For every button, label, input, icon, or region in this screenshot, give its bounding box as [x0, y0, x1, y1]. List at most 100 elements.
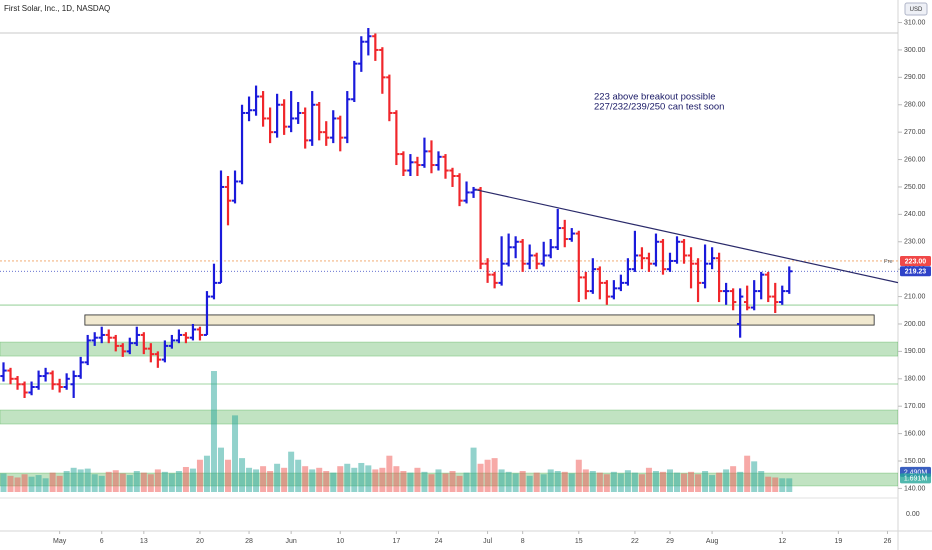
volume-bar: [730, 466, 737, 492]
y-tick-label: 190.00: [904, 348, 926, 355]
volume-bar: [407, 472, 414, 492]
volume-bar: [765, 476, 772, 492]
x-tick-label: 24: [435, 538, 443, 545]
lower-pane-tick-label: 0.00: [906, 511, 920, 518]
plot: [0, 28, 898, 492]
volume-bar: [631, 472, 638, 492]
volume-bar: [659, 471, 666, 492]
y-tick-label: 240.00: [904, 211, 926, 218]
volume-bar: [645, 467, 652, 492]
volume-bar: [63, 471, 70, 492]
volume-bar: [267, 471, 274, 492]
volume-bar: [688, 471, 695, 492]
volume-bar: [189, 468, 196, 492]
x-tick-label: Jul: [483, 538, 492, 545]
volume-bar: [386, 455, 393, 492]
volume-bar: [105, 471, 112, 492]
volume-bar: [554, 471, 561, 492]
volume-bar: [638, 474, 645, 492]
x-tick-label: 26: [884, 538, 892, 545]
volume-bar: [547, 469, 554, 492]
volume-bar: [674, 472, 681, 492]
volume-bar: [260, 466, 267, 492]
currency: USD: [910, 7, 923, 13]
volume-bar: [56, 475, 63, 492]
volume-bar: [519, 471, 526, 492]
volume-bar: [379, 467, 386, 492]
volume-bar: [709, 475, 716, 492]
volume-bar: [512, 473, 519, 492]
volume-bar: [7, 475, 14, 492]
volume-bar: [168, 473, 175, 492]
volume-bar: [154, 469, 161, 492]
y-tick-label: 250.00: [904, 184, 926, 191]
volume-bar: [737, 471, 744, 492]
volume-bar: [91, 474, 98, 492]
volume-bar: [540, 474, 547, 492]
volume-bar: [49, 472, 56, 492]
volume-bar: [126, 475, 133, 492]
volume-bar: [70, 467, 77, 492]
y-tick-label: 160.00: [904, 430, 926, 437]
volume-bar: [575, 459, 582, 492]
volume-bar: [161, 471, 168, 492]
volume-bar: [681, 473, 688, 492]
volume-bar: [603, 474, 610, 492]
last-price-tag: 219.23: [905, 269, 927, 276]
premarket-tag-bg: [900, 255, 931, 266]
volume-bar: [351, 467, 358, 492]
volume-bar: [14, 477, 21, 492]
annotation: 227/232/239/250 can test soon: [594, 102, 724, 113]
volume-bar: [288, 451, 295, 492]
volume-bar: [232, 415, 239, 492]
x-tick-label: 29: [666, 538, 674, 545]
x-tick-label: 20: [196, 538, 204, 545]
x-tick-label: 10: [336, 538, 344, 545]
volume-bar: [281, 467, 288, 492]
volume-bar: [498, 469, 505, 492]
x-tick-label: Aug: [706, 538, 719, 545]
volume-bar: [477, 463, 484, 492]
volume-bar: [470, 447, 477, 492]
volume-bar: [112, 470, 119, 492]
volume-bar: [589, 471, 596, 492]
volume-bar: [302, 466, 309, 492]
y-tick-label: 260.00: [904, 156, 926, 163]
support-zone: [0, 409, 898, 425]
volume-bar: [239, 458, 246, 492]
volume-bar: [568, 473, 575, 492]
volume-bar: [98, 475, 105, 492]
axes: 140.00150.00160.00170.00180.00190.00200.…: [53, 19, 931, 545]
volume-bar: [393, 466, 400, 492]
x-tick-label: May: [53, 538, 67, 545]
y-tick-label: 150.00: [904, 458, 926, 465]
volume-bar: [323, 471, 330, 492]
trendline: [475, 189, 898, 284]
volume-bar: [505, 471, 512, 492]
y-tick-label: 210.00: [904, 293, 926, 300]
volume-bar: [463, 472, 470, 492]
volume-bar: [786, 478, 793, 492]
volume-bar: [421, 471, 428, 492]
volume-bar: [337, 466, 344, 492]
volume-bar: [610, 471, 617, 492]
volume-tag: 1.691M: [904, 476, 928, 483]
volume-bar: [533, 472, 540, 492]
volume-bar: [175, 471, 182, 492]
volume-bar: [246, 467, 253, 492]
volume-bar: [77, 469, 84, 492]
volume-bar: [84, 468, 91, 492]
y-tick-label: 310.00: [904, 19, 926, 26]
volume-bar: [196, 459, 203, 492]
volume-bar: [140, 472, 147, 492]
support-zone: [0, 472, 898, 487]
x-tick-label: 8: [521, 538, 525, 545]
y-tick-label: 290.00: [904, 74, 926, 81]
x-tick-label: 17: [392, 538, 400, 545]
volume-bar: [484, 459, 491, 492]
volume-bar: [365, 465, 372, 492]
volume-bar: [435, 469, 442, 492]
premarket-badge: Pre: [884, 259, 893, 265]
